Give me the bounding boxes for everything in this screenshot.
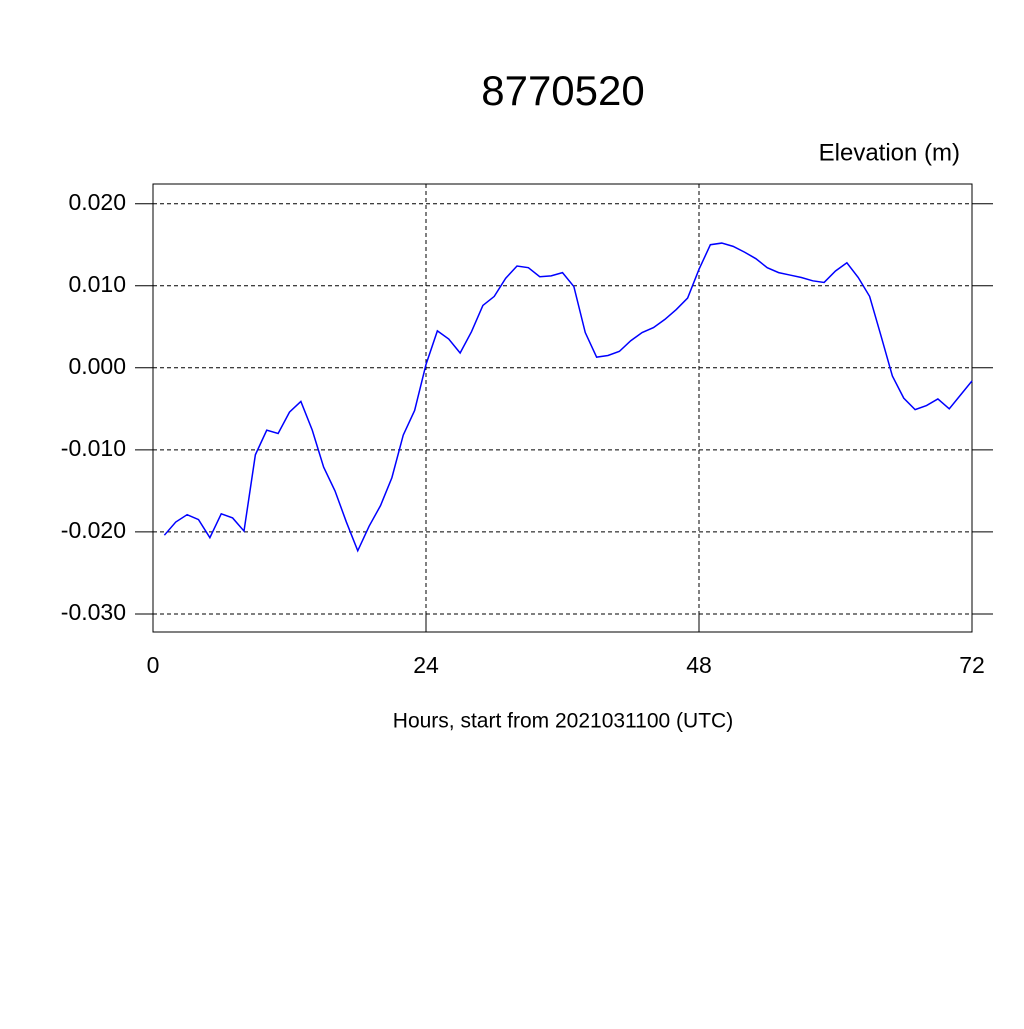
y-tick-label: 0.010 xyxy=(68,271,126,297)
y-tick-label: -0.020 xyxy=(61,517,126,543)
y-tick-label: 0.000 xyxy=(68,353,126,379)
data-line xyxy=(163,242,973,553)
x-axis-label: Hours, start from 2021031100 (UTC) xyxy=(393,710,733,733)
y-tick-label: -0.030 xyxy=(61,599,126,625)
plot-frame xyxy=(152,183,973,633)
subtitle: Elevation (m) xyxy=(819,139,960,166)
x-tick-label: 72 xyxy=(959,652,985,678)
chart-title: 8770520 xyxy=(481,67,645,114)
y-tick-label: 0.020 xyxy=(68,189,126,215)
y-tick-label: -0.010 xyxy=(61,435,126,461)
x-tick-label: 24 xyxy=(413,652,439,678)
x-tick-label: 48 xyxy=(686,652,712,678)
x-tick-label: 0 xyxy=(147,652,160,678)
